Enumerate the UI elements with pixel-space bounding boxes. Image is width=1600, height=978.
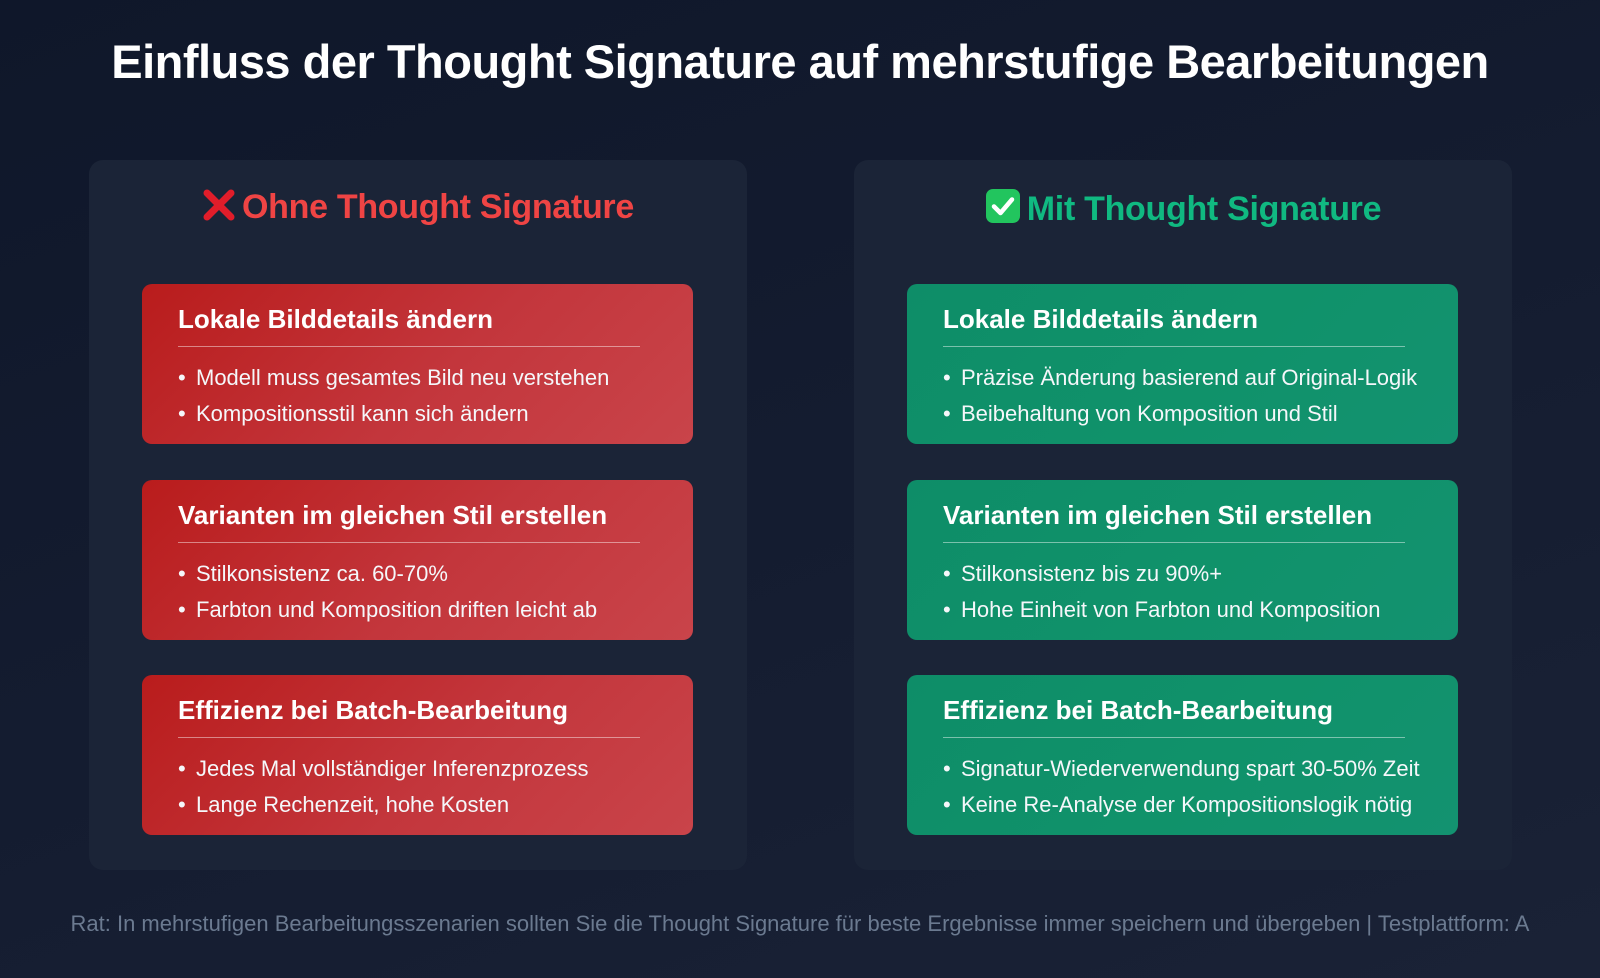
list-item: • Stilkonsistenz ca. 60-70% xyxy=(178,561,448,586)
card-bullet-list: • Modell muss gesamtes Bild neu verstehen… xyxy=(178,360,609,432)
card-divider xyxy=(178,346,640,347)
cross-mark-icon xyxy=(202,188,236,231)
card-divider xyxy=(943,542,1405,543)
card-batch-efficiency: Effizienz bei Batch-Bearbeitung • Signatu… xyxy=(907,675,1458,835)
card-title: Varianten im gleichen Stil erstellen xyxy=(943,500,1373,530)
card-bullet-list: • Präzise Änderung basierend auf Original… xyxy=(943,360,1417,432)
card-divider xyxy=(943,737,1405,738)
list-item: • Farbton und Komposition driften leicht … xyxy=(178,597,598,622)
card-title: Varianten im gleichen Stil erstellen xyxy=(178,500,608,530)
footer-tip: Rat: In mehrstufigen Bearbeitungsszenari… xyxy=(0,911,1600,937)
list-item: • Keine Re-Analyse der Kompositionslogik … xyxy=(943,792,1413,817)
card-divider xyxy=(178,542,640,543)
panel-with-signature: Mit Thought Signature Lokale Bilddetails… xyxy=(854,160,1512,870)
panel-heading-label: Ohne Thought Signature xyxy=(242,188,634,226)
card-local-details: Lokale Bilddetails ändern • Modell muss g… xyxy=(142,284,693,444)
card-title: Lokale Bilddetails ändern xyxy=(178,304,493,334)
list-item: • Stilkonsistenz bis zu 90%+ xyxy=(943,561,1223,586)
list-item: • Signatur-Wiederverwendung spart 30-50% … xyxy=(943,756,1420,781)
card-style-variants: Varianten im gleichen Stil erstellen • St… xyxy=(142,480,693,640)
card-local-details: Lokale Bilddetails ändern • Präzise Änder… xyxy=(907,284,1458,444)
panel-heading-label: Mit Thought Signature xyxy=(1026,190,1382,228)
card-title: Lokale Bilddetails ändern xyxy=(943,304,1258,334)
footer-text: Rat: In mehrstufigen Bearbeitungsszenari… xyxy=(70,911,1530,936)
list-item: • Beibehaltung von Komposition und Stil xyxy=(943,401,1338,426)
list-item: • Hohe Einheit von Farbton und Kompositio… xyxy=(943,597,1381,622)
list-item: • Präzise Änderung basierend auf Original… xyxy=(943,365,1418,390)
card-bullet-list: • Stilkonsistenz bis zu 90%+ • Hohe Einhei… xyxy=(943,556,1380,628)
panel-heading-with: Mit Thought Signature xyxy=(854,188,1512,233)
card-bullet-list: • Stilkonsistenz ca. 60-70% • Farbton und … xyxy=(178,556,597,628)
card-title: Effizienz bei Batch-Bearbeitung xyxy=(943,695,1334,725)
page-title: Einfluss der Thought Signature auf mehrs… xyxy=(111,35,1489,88)
panel-heading-without: Ohne Thought Signature xyxy=(89,188,747,231)
card-style-variants: Varianten im gleichen Stil erstellen • St… xyxy=(907,480,1458,640)
card-divider xyxy=(943,346,1405,347)
list-item: • Lange Rechenzeit, hohe Kosten xyxy=(178,792,510,817)
card-batch-efficiency: Effizienz bei Batch-Bearbeitung • Jedes M… xyxy=(142,675,693,835)
panel-without-signature: Ohne Thought Signature Lokale Bilddetail… xyxy=(89,160,747,870)
card-bullet-list: • Signatur-Wiederverwendung spart 30-50% … xyxy=(943,751,1420,823)
card-divider xyxy=(178,737,640,738)
card-bullet-list: • Jedes Mal vollständiger Inferenzprozess… xyxy=(178,751,589,823)
list-item: • Modell muss gesamtes Bild neu verstehen xyxy=(178,365,610,390)
card-title: Effizienz bei Batch-Bearbeitung xyxy=(178,695,569,725)
list-item: • Jedes Mal vollständiger Inferenzprozess xyxy=(178,756,589,781)
list-item: • Kompositionsstil kann sich ändern xyxy=(178,401,529,426)
check-mark-button-icon xyxy=(985,188,1021,233)
